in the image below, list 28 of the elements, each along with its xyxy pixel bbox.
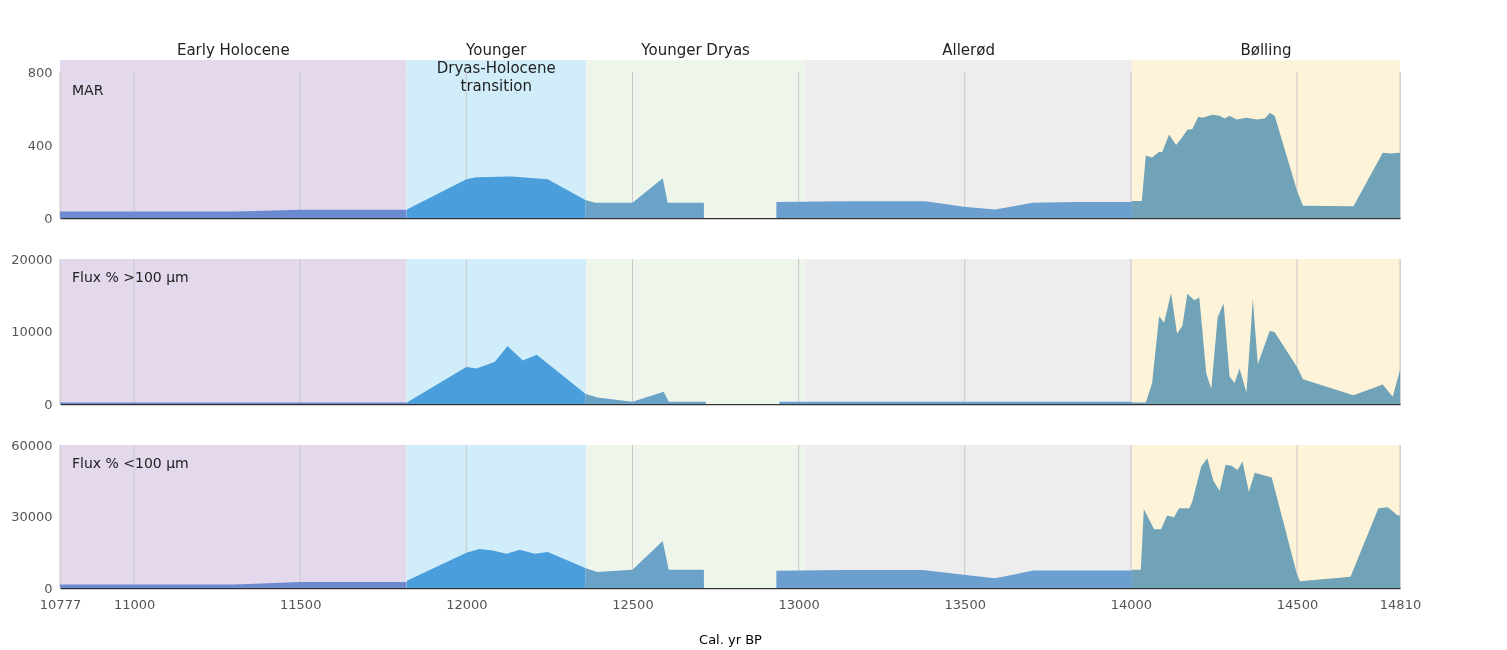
y-tick-label: 30000: [11, 509, 53, 524]
y-tick-label: 0: [44, 396, 53, 412]
y-tick-label: 400: [27, 137, 53, 153]
x-tick-label: 11500: [280, 596, 322, 612]
text: MAR: [72, 82, 104, 98]
band-label: Allerød: [942, 41, 995, 59]
x-tick-label: 13000: [778, 596, 820, 612]
band-label: Early Holocene: [176, 41, 290, 59]
y-tick-label: 60000: [11, 437, 53, 453]
band-label: Younger Dryas: [640, 41, 751, 59]
y-tick-label: 10000: [11, 324, 53, 339]
x-axis-title: Cal. yr BP: [699, 631, 763, 647]
x-tick-label: 11000: [113, 596, 156, 612]
x-tick-label: 14000: [1110, 596, 1153, 612]
x-tick-label: 10777: [39, 596, 82, 612]
x-tick-label: 14500: [1276, 596, 1319, 612]
x-tick-label: 14810: [1379, 596, 1422, 612]
x-tick-label: 12500: [612, 596, 654, 612]
y-tick-label: 0: [44, 210, 53, 226]
y-tick-label: 0: [44, 580, 53, 596]
x-tick-label: 12000: [446, 596, 488, 612]
y-tick-label: 20000: [11, 251, 53, 267]
band-label: Younger Dryas-Holocene transition: [436, 41, 556, 95]
x-tick-label: 13500: [944, 596, 986, 612]
text: Flux % <100 µm: [72, 455, 189, 471]
band-label: Bølling: [1240, 41, 1292, 59]
text: Flux % >100 µm: [72, 269, 189, 285]
y-tick-label: 800: [27, 64, 53, 80]
